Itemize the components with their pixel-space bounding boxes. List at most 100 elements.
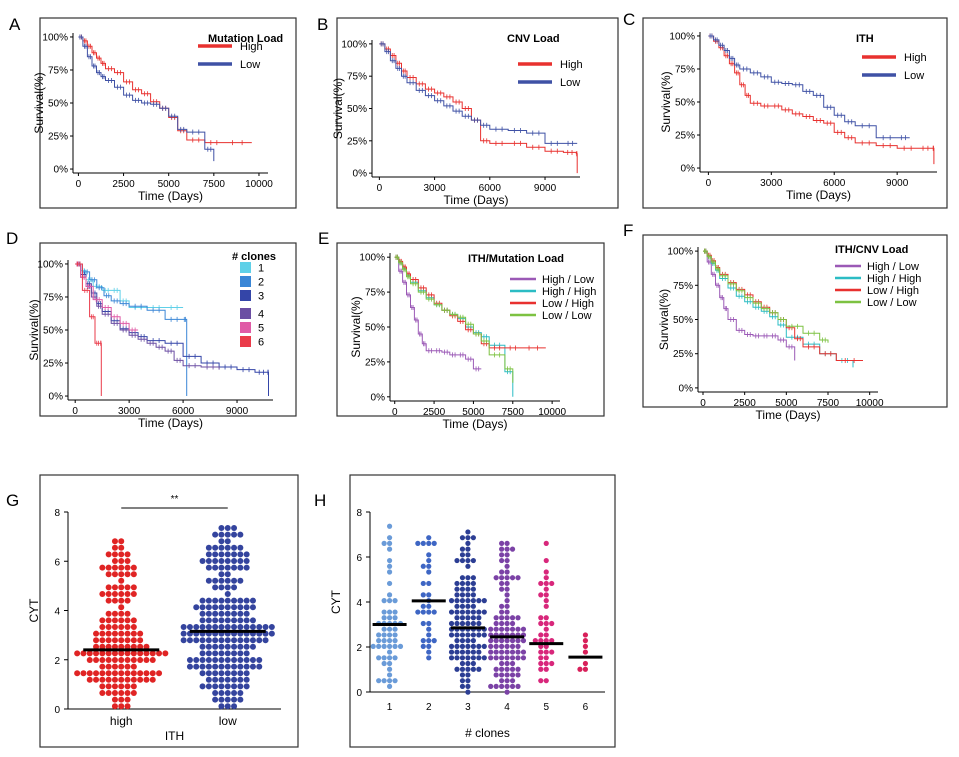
data-point: [124, 610, 131, 617]
data-point: [224, 650, 231, 657]
data-point: [130, 624, 137, 630]
data-point: [105, 690, 112, 696]
data-point: [243, 610, 250, 617]
data-point: [459, 632, 466, 638]
x-tick-label: 10000: [245, 179, 273, 190]
data-point: [504, 626, 510, 632]
data-point: [224, 604, 231, 611]
data-point: [99, 630, 106, 637]
data-point: [212, 643, 219, 650]
data-point: [381, 655, 387, 661]
y-tick-label: 25%: [43, 359, 63, 370]
significance-label: **: [171, 494, 179, 505]
data-point: [105, 663, 112, 670]
data-point: [111, 584, 118, 591]
legend-label: Low: [904, 70, 924, 82]
data-point: [224, 538, 231, 545]
survival-curve-3: [75, 263, 269, 396]
data-point: [459, 580, 466, 587]
data-point: [381, 609, 387, 615]
data-point: [105, 657, 112, 663]
data-point: [582, 666, 589, 672]
data-point: [80, 650, 87, 657]
data-point: [426, 643, 432, 649]
data-point: [499, 569, 505, 575]
data-point: [499, 666, 505, 672]
data-point: [237, 544, 244, 551]
data-point: [509, 683, 516, 690]
data-point: [99, 676, 106, 683]
legend-title: ITH/CNV Load: [835, 244, 908, 256]
data-point: [504, 655, 510, 661]
legend-title: Mutation Load: [208, 33, 283, 45]
panel-letter-d: D: [6, 229, 18, 248]
data-point: [205, 558, 212, 564]
y-tick-label: 75%: [365, 288, 385, 299]
data-point: [118, 624, 125, 630]
legend-label: High: [560, 59, 583, 71]
data-point: [386, 563, 393, 569]
panel-frame: [39, 242, 297, 417]
data-point: [243, 564, 250, 571]
data-point: [218, 676, 225, 683]
panel-frame: [39, 17, 297, 209]
data-point: [392, 609, 398, 615]
data-point: [392, 598, 398, 604]
data-point: [137, 657, 144, 663]
y-axis-title: Survival(%): [657, 289, 671, 350]
data-point: [118, 610, 125, 617]
x-tick-label: 10000: [856, 398, 884, 409]
data-point: [111, 663, 118, 670]
x-tick-label: 7500: [817, 398, 840, 409]
data-point: [224, 584, 231, 591]
data-point: [386, 632, 393, 638]
data-point: [454, 592, 460, 598]
data-point: [476, 649, 482, 655]
data-point: [256, 637, 263, 644]
data-point: [243, 624, 250, 630]
data-point: [224, 610, 231, 617]
legend-label: Low / Low: [867, 297, 917, 309]
data-point: [199, 610, 206, 617]
data-point: [465, 552, 471, 558]
data-point: [582, 649, 589, 655]
survival-curve-low: [78, 36, 215, 162]
data-point: [381, 598, 387, 604]
data-point: [86, 657, 93, 663]
data-point: [532, 638, 538, 644]
data-point: [199, 558, 206, 564]
data-point: [515, 638, 521, 644]
x-tick-label: 2500: [423, 407, 446, 418]
data-point: [499, 552, 505, 558]
data-point: [224, 696, 231, 703]
data-point: [538, 632, 544, 638]
data-point: [231, 577, 238, 584]
data-point: [205, 604, 212, 611]
data-point: [577, 666, 583, 672]
data-point: [448, 598, 455, 604]
data-point: [481, 632, 487, 638]
data-point: [504, 575, 510, 581]
data-point: [162, 650, 169, 657]
y-tick-label: 0%: [371, 392, 386, 403]
data-point: [99, 657, 106, 663]
data-point: [420, 638, 426, 644]
data-point: [124, 663, 131, 670]
x-tick-label: 9000: [886, 178, 909, 189]
data-point: [224, 551, 231, 558]
data-point: [231, 584, 238, 591]
data-point: [130, 630, 137, 637]
data-point: [481, 655, 487, 661]
data-point: [124, 670, 131, 677]
data-point: [459, 655, 466, 661]
x-tick-label: 6000: [479, 183, 502, 194]
data-point: [454, 655, 460, 661]
data-point: [105, 683, 112, 690]
data-point: [415, 540, 421, 547]
data-point: [105, 584, 112, 591]
data-point: [118, 591, 125, 597]
data-point: [205, 551, 212, 558]
data-point: [504, 683, 510, 690]
data-point: [386, 598, 393, 604]
